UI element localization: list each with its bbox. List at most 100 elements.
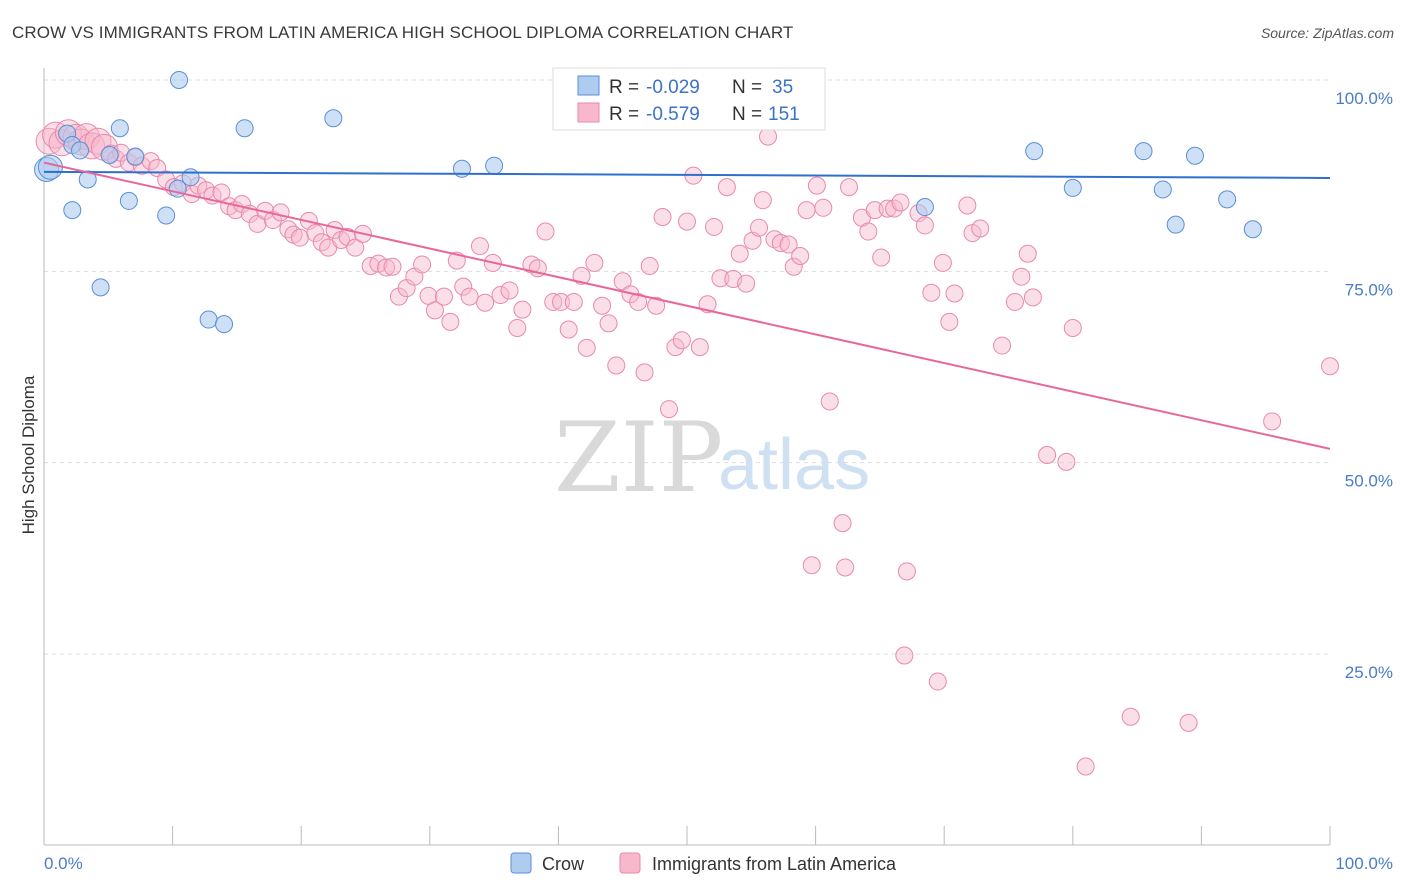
imm-point-93 [690,338,709,357]
imm-point-72 [551,292,570,311]
imm-point-148 [1263,412,1282,431]
imm-point-62 [476,293,495,312]
crow-point-9 [119,191,138,210]
imm-point-83 [629,292,648,311]
crow-point-1 [37,154,63,180]
y-tick-label-2: 50.0% [1345,472,1393,491]
y-axis-title: High School Diploma [19,375,38,534]
crow-point-18 [199,310,218,329]
crow-point-28 [1153,180,1172,199]
imm-point-96 [711,269,730,288]
imm-point-110 [797,201,816,220]
imm-point-100 [737,274,756,293]
imm-point-97 [717,178,736,197]
imm-point-133 [945,284,964,303]
imm-point-112 [807,176,826,195]
imm-point-117 [840,178,859,197]
crow-point-11 [157,206,176,225]
legend-crow-swatch [510,852,532,874]
stats-imm-swatch [577,102,600,123]
imm-point-53 [413,255,432,274]
imm-point-60 [460,287,479,306]
source-label: Source: ZipAtlas.com [1260,25,1394,41]
stats-crow-n-value: 35 [772,77,793,98]
imm-point-88 [659,400,678,419]
imm-point-86 [647,296,666,315]
y-tick-label-0: 100.0% [1335,89,1393,108]
imm-point-101 [743,231,762,250]
crow-point-27 [1134,142,1153,161]
stats-crow-swatch [577,75,600,96]
legend: Crow Immigrants from Latin America [510,852,897,874]
stats-crow-n-label: N = [732,77,762,98]
watermark: ZIP atlas [554,402,870,514]
imm-point-84 [635,363,654,382]
imm-point-79 [599,314,618,333]
crow-point-24 [915,198,934,217]
stats-imm-n-label: N = [732,104,762,125]
crow-point-8 [110,119,129,138]
imm-point-146 [1121,707,1140,726]
imm-point-141 [1023,288,1042,307]
imm-point-142 [1038,446,1057,465]
imm-point-48 [377,258,396,277]
stats-crow-r-value: -0.029 [646,77,700,98]
imm-point-132 [940,312,959,331]
imm-point-129 [922,283,941,302]
crow-point-30 [1185,146,1204,165]
watermark-zip: ZIP [554,402,723,514]
imm-point-71 [544,292,563,311]
imm-point-149 [1321,357,1339,376]
imm-point-75 [572,266,591,285]
imm-point-73 [559,320,578,339]
imm-point-25 [212,183,231,202]
chart-title: CROW VS IMMIGRANTS FROM LATIN AMERICA HI… [12,23,794,42]
imm-point-111 [802,556,821,575]
imm-point-99 [730,244,749,263]
imm-point-67 [513,300,532,319]
crow-point-19 [215,315,234,334]
imm-point-49 [383,257,402,276]
imm-point-78 [593,296,612,315]
imm-point-102 [750,218,769,237]
axes [43,68,1331,846]
crow-point-17 [91,278,110,297]
crow-point-14 [170,71,189,89]
x-tick-label-1: 100.0% [1335,854,1393,873]
imm-point-145 [1076,757,1095,776]
watermark-atlas: atlas [718,425,870,505]
imm-point-115 [833,514,852,533]
imm-point-56 [434,287,453,306]
imm-point-147 [1179,713,1198,732]
imm-point-107 [779,235,798,254]
imm-point-103 [753,191,772,210]
imm-point-76 [577,338,596,357]
crow-point-10 [126,147,145,166]
imm-point-119 [859,222,878,241]
imm-point-89 [666,338,685,357]
imm-point-80 [607,356,626,375]
imm-point-64 [491,286,510,305]
imm-point-113 [814,198,833,217]
imm-point-126 [895,646,914,665]
crow-point-31 [1218,190,1237,209]
imm-point-128 [915,216,934,235]
imm-point-134 [958,196,977,215]
imm-point-61 [470,237,489,256]
tick-labels: 100.0% 75.0% 50.0% 25.0% 0.0% 100.0% [44,89,1393,873]
imm-point-124 [891,193,910,212]
x-tick-label-0: 0.0% [44,854,83,873]
crow-point-25 [1025,142,1044,161]
crow-point-32 [1243,220,1262,239]
stats-box: R = -0.029 N = 35 R = -0.579 N = 151 [552,67,826,131]
imm-point-57 [441,312,460,331]
imm-point-95 [705,217,724,236]
stats-crow-r-label: R = [609,77,639,98]
crow-point-15 [235,119,254,138]
imm-point-116 [836,558,855,577]
imm-point-106 [771,234,790,253]
imm-point-91 [678,212,696,231]
imm-point-74 [564,292,583,311]
imm-point-130 [928,672,947,691]
